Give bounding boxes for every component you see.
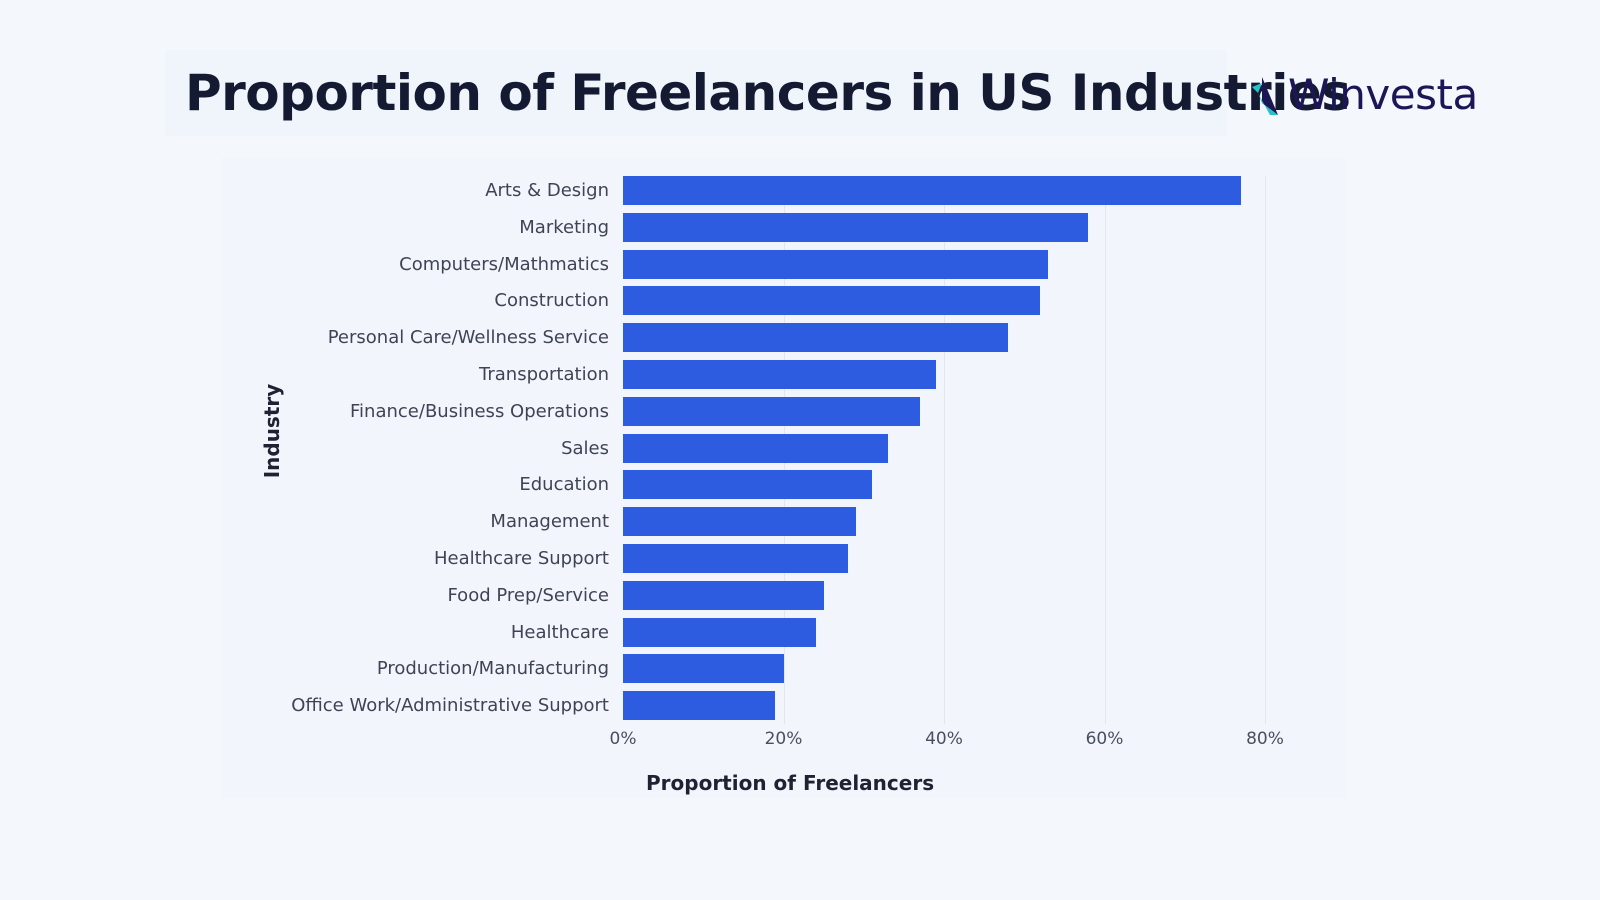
category-label: Management [490,511,609,533]
bar[interactable] [623,249,1049,279]
bar[interactable] [623,617,816,647]
bar[interactable] [623,691,776,721]
category-label: Transportation [479,364,609,385]
bar[interactable] [623,580,824,610]
x-tick-label: 0% [609,729,637,749]
bar[interactable] [623,470,872,500]
logo-text: Winvesta [1288,70,1478,119]
bar[interactable] [623,507,856,537]
category-label: Healthcare Support [434,548,609,569]
plot-area [623,172,1266,724]
x-tick-label: 40% [925,729,963,749]
gridline [1265,176,1266,724]
x-tick-label: 60% [1085,729,1124,749]
bar[interactable] [623,654,784,684]
category-label: Education [519,474,609,496]
y-axis-label: Industry [260,383,284,479]
bar[interactable] [623,360,936,389]
category-label: Finance/Business Operations [350,400,609,422]
category-label: Sales [561,437,609,459]
gridline [1104,176,1106,724]
category-label: Computers/Mathmatics [399,253,609,275]
category-label: Construction [494,290,609,312]
chart-title: Proportion of Freelancers in US Industri… [185,64,1351,122]
category-label: Personal Care/Wellness Service [327,327,609,349]
category-label: Production/Manufacturing [376,658,609,680]
bar[interactable] [623,176,1241,205]
bar[interactable] [623,544,848,573]
category-label: Marketing [519,216,609,238]
x-axis-label: Proportion of Freelancers [646,771,935,795]
bar[interactable] [623,286,1041,316]
brand-logo: Winvesta [1248,70,1478,119]
category-label: Arts & Design [485,180,609,201]
bar[interactable] [623,396,920,426]
bar[interactable] [623,212,1089,242]
bird-logo-icon [1252,76,1278,115]
x-tick-label: 80% [1246,729,1284,749]
category-label: Healthcare [510,621,609,643]
category-label: Office Work/Administrative Support [291,695,609,717]
title-banner [165,50,1227,136]
bar[interactable] [623,323,1009,353]
gridline [944,176,945,724]
bar[interactable] [623,433,888,463]
category-label: Food Prep/Service [447,584,609,606]
x-tick-label: 20% [764,729,803,749]
